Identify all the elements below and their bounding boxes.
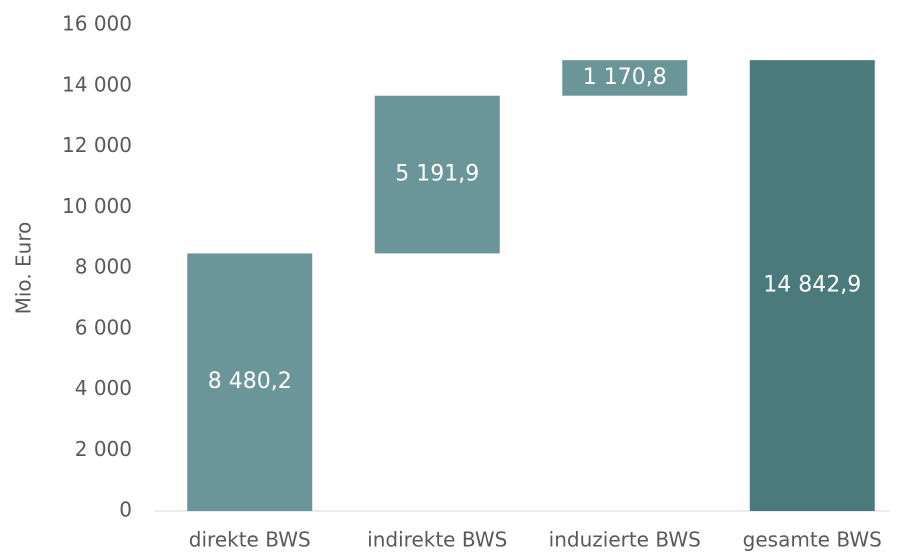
x-tick-label: indirekte BWS <box>367 528 507 552</box>
value-label: 1 170,8 <box>583 65 667 90</box>
bar <box>749 60 875 511</box>
bar <box>562 60 688 96</box>
y-tick-label: 0 <box>119 498 132 522</box>
y-tick-label: 8 000 <box>75 255 132 279</box>
value-label: 8 480,2 <box>208 369 292 394</box>
y-tick-label: 6 000 <box>75 315 132 339</box>
bar <box>374 95 500 254</box>
y-tick-label: 14 000 <box>62 72 132 96</box>
x-tick-label: induzierte BWS <box>549 528 701 552</box>
y-tick-label: 4 000 <box>75 376 132 400</box>
y-tick-label: 16 000 <box>62 12 132 36</box>
y-tick-label: 10 000 <box>62 194 132 218</box>
y-tick-label: 12 000 <box>62 133 132 157</box>
x-tick-label: gesamte BWS <box>743 528 882 552</box>
y-axis-label: Mio. Euro <box>12 222 36 315</box>
y-tick-label: 2 000 <box>75 437 132 461</box>
value-label: 14 842,9 <box>763 273 861 298</box>
x-tick-label: direkte BWS <box>189 528 311 552</box>
bar <box>187 253 313 511</box>
value-label: 5 191,9 <box>395 162 479 187</box>
